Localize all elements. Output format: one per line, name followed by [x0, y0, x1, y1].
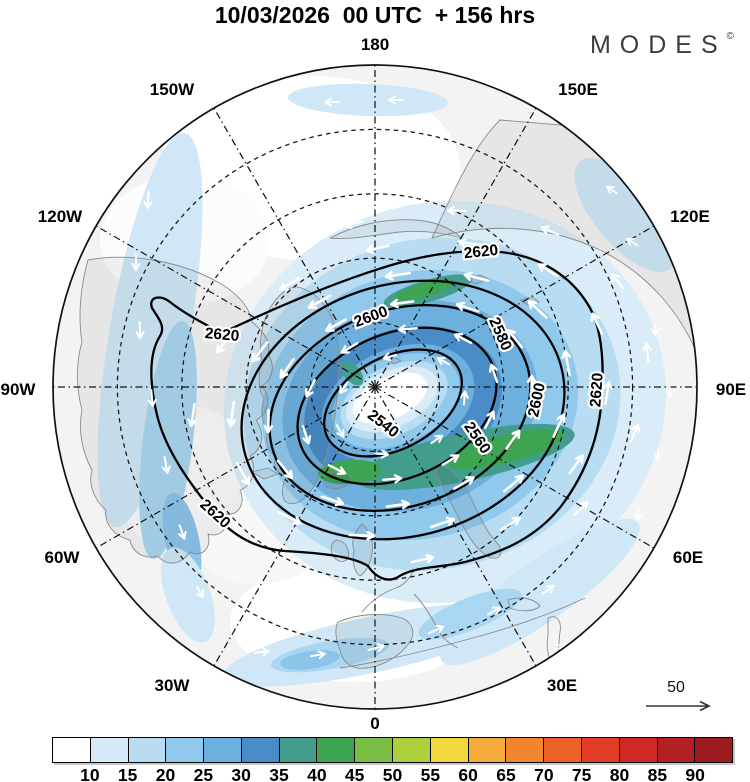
colorbar-tick-label: 25: [193, 765, 214, 782]
colorbar-cell: [317, 738, 356, 762]
colorbar-cell: [468, 738, 507, 762]
longitude-label: 0: [370, 714, 379, 733]
colorbar-cell: [657, 738, 696, 762]
modes-logo-text: MODES: [589, 31, 727, 59]
colorbar-tick-label: 20: [155, 765, 176, 782]
colorbar-cell: [166, 738, 205, 762]
longitude-label: 180: [361, 35, 389, 54]
reference-vector-label: 50: [667, 679, 685, 696]
graticule: [53, 65, 697, 709]
colorbar-tick-label: 50: [382, 765, 403, 782]
colorbar-tick-label: 10: [80, 765, 100, 782]
polar-map: 2620 2600 2580 2620 2540 2560 2600 2620 …: [1, 35, 747, 733]
colorbar-cell: [279, 738, 318, 762]
colorbar-cell: [393, 738, 431, 762]
contour-label: 2620: [204, 325, 240, 345]
colorbar-tick-label: 35: [269, 765, 289, 782]
longitude-label: 90W: [1, 380, 37, 399]
colorbar-cells: [52, 737, 733, 763]
map-boundary-circle: [52, 64, 698, 710]
colorbar-tick-label: 60: [458, 765, 478, 782]
colorbar-cell: [581, 738, 620, 762]
colorbar-cell: [90, 738, 129, 762]
colorbar-cell: [695, 738, 733, 762]
longitude-label: 60W: [45, 548, 81, 567]
colorbar-tick-label: 65: [496, 765, 516, 782]
colorbar-cell: [619, 738, 658, 762]
longitude-label: 30W: [155, 676, 191, 695]
longitude-label: 120E: [670, 207, 710, 226]
colorbar-cell: [430, 738, 469, 762]
colorbar-tick-label: 15: [117, 765, 138, 782]
reference-vector-arrow: [646, 700, 711, 712]
longitude-label: 120W: [38, 207, 83, 226]
colorbar-tick-label: 75: [571, 765, 592, 782]
height-contours: [150, 249, 604, 581]
longitude-labels: 180 150E 120E 90E 60E 30E 0 30W 60W 90W …: [1, 35, 747, 733]
colorbar-cell: [544, 738, 582, 762]
colorbar-tick-label: 45: [344, 765, 365, 782]
contour-label: 2620: [587, 372, 606, 408]
colorbar: 10 15 20 25 30 35 40 45 50 55 60 65 70 75 80 85 90: [52, 737, 733, 782]
colorbar-cell: [506, 738, 545, 762]
colorbar-tick-label: 55: [420, 765, 441, 782]
colorbar-tick-label: 80: [609, 765, 630, 782]
colorbar-tick-label: 85: [647, 765, 668, 782]
colorbar-cell: [241, 738, 280, 762]
longitude-label: 30E: [547, 676, 577, 695]
longitude-label: 150W: [150, 80, 195, 99]
colorbar-tick-labels: 10 15 20 25 30 35 40 45 50 55 60 65 70 75 80 85 90: [52, 765, 733, 782]
chart-title: 10/03/2026 00 UTC + 156 hrs: [214, 2, 536, 28]
contour-label: 2620: [463, 242, 499, 263]
colorbar-tick-label: 90: [685, 765, 705, 782]
colorbar-cell: [355, 738, 394, 762]
colorbar-cell: [204, 738, 242, 762]
longitude-label: 150E: [558, 80, 598, 99]
colorbar-cell: [128, 738, 167, 762]
wind-arrows: [91, 95, 675, 660]
modes-logo-mark: ©: [726, 31, 734, 42]
colorbar-tick-label: 70: [534, 765, 554, 782]
longitude-label: 60E: [673, 548, 703, 567]
longitude-label: 90E: [716, 380, 746, 399]
colorbar-cell: [53, 738, 91, 762]
reference-vector: 50: [646, 679, 711, 712]
modes-logo: MODES©: [590, 31, 734, 60]
colorbar-tick-label: 30: [231, 765, 251, 782]
colorbar-tick-label: 40: [307, 765, 327, 782]
